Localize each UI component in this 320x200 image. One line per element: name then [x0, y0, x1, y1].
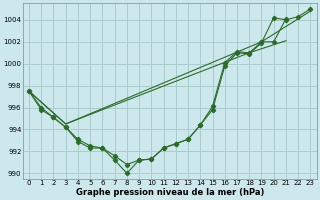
- X-axis label: Graphe pression niveau de la mer (hPa): Graphe pression niveau de la mer (hPa): [76, 188, 264, 197]
